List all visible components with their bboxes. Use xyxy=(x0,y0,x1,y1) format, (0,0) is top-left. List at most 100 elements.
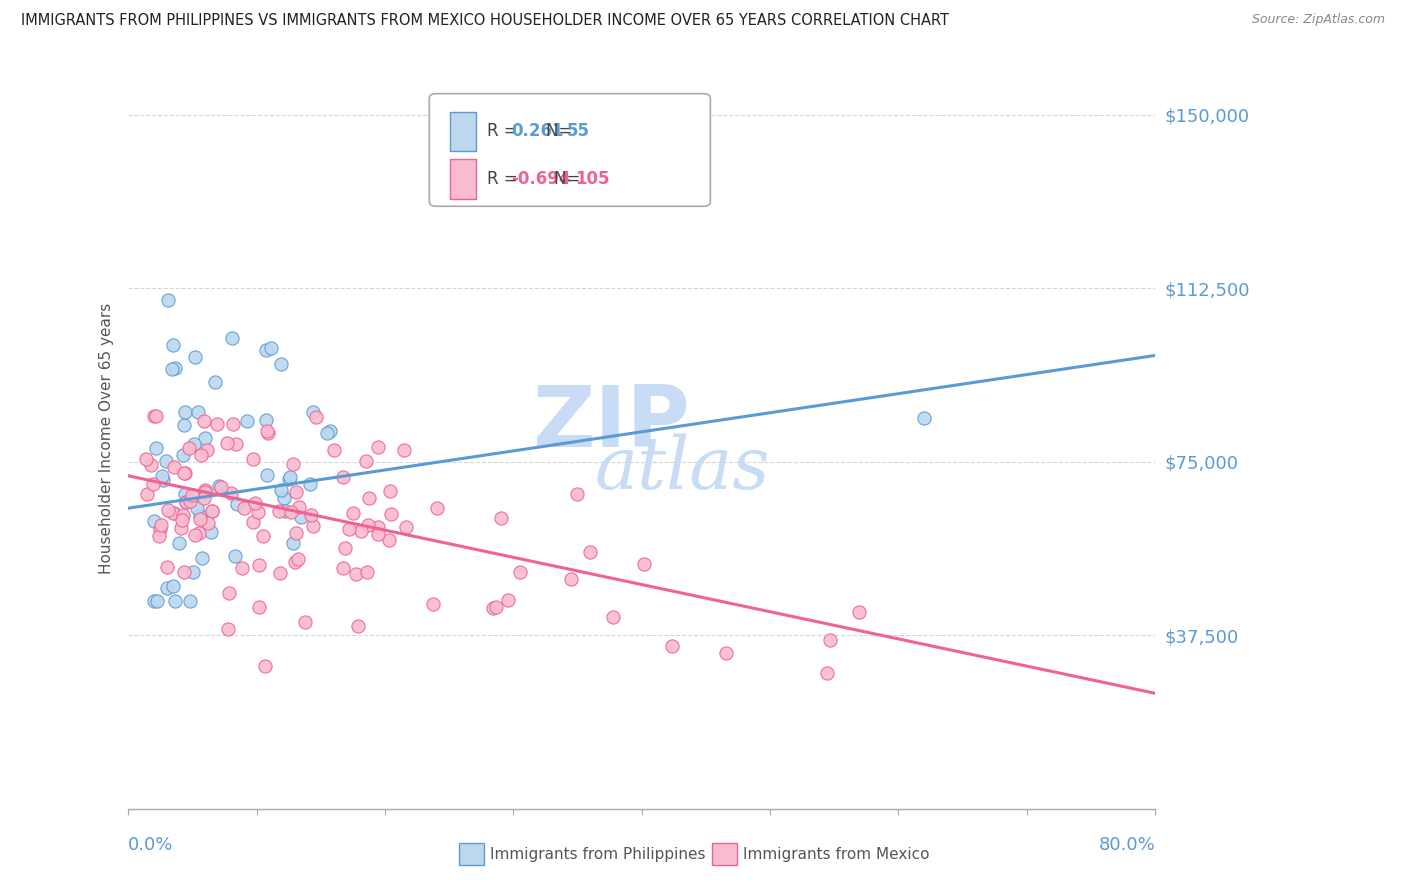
Point xyxy=(337,523,360,537)
Point xyxy=(217,622,239,636)
Point xyxy=(818,633,841,648)
Point xyxy=(356,518,378,533)
Point xyxy=(270,483,292,497)
Text: Source: ZipAtlas.com: Source: ZipAtlas.com xyxy=(1251,13,1385,27)
Point xyxy=(160,362,183,376)
Point xyxy=(281,535,304,549)
Point xyxy=(200,524,222,539)
Point xyxy=(156,559,179,574)
Point xyxy=(162,337,184,351)
Point xyxy=(156,502,179,516)
Point xyxy=(332,561,354,575)
Text: 0.0%: 0.0% xyxy=(128,836,173,854)
Point xyxy=(219,485,242,500)
Point xyxy=(165,360,187,375)
Point xyxy=(254,343,277,357)
Point xyxy=(156,581,179,595)
Point xyxy=(509,565,531,579)
Point xyxy=(188,508,211,523)
Point xyxy=(197,516,219,530)
Point xyxy=(273,491,295,505)
Point xyxy=(163,506,186,520)
Point xyxy=(567,487,589,501)
Point xyxy=(179,593,201,607)
Point xyxy=(912,410,935,425)
Point xyxy=(173,418,195,433)
Point xyxy=(221,417,243,432)
Point xyxy=(485,599,508,614)
Point xyxy=(174,466,197,480)
Point xyxy=(247,600,270,615)
Point xyxy=(489,511,512,525)
Point xyxy=(204,376,226,390)
Point xyxy=(302,405,325,419)
Point xyxy=(848,605,870,619)
Point xyxy=(146,593,169,607)
Point xyxy=(579,544,602,558)
Point xyxy=(280,505,302,519)
Point xyxy=(148,528,170,542)
Point xyxy=(135,452,157,467)
Point xyxy=(252,529,274,543)
Point xyxy=(180,488,202,502)
Point xyxy=(173,565,195,579)
Point xyxy=(278,470,301,484)
Point xyxy=(267,503,290,517)
Point xyxy=(285,526,308,541)
Point xyxy=(141,458,163,472)
Point xyxy=(482,601,505,615)
Point xyxy=(172,513,194,527)
Point xyxy=(225,497,247,511)
Point xyxy=(661,639,683,653)
Text: 80.0%: 80.0% xyxy=(1098,836,1156,854)
Point xyxy=(354,454,377,468)
Point xyxy=(162,579,184,593)
Point xyxy=(135,487,157,501)
Text: ZIP: ZIP xyxy=(531,383,690,466)
Point xyxy=(235,414,257,428)
Point xyxy=(150,517,173,532)
Point xyxy=(316,425,339,440)
Text: 0.261: 0.261 xyxy=(512,122,564,140)
Point xyxy=(205,417,228,431)
Point xyxy=(169,536,191,550)
Point xyxy=(269,566,291,580)
Point xyxy=(243,496,266,510)
Point xyxy=(247,558,270,572)
Point xyxy=(278,472,301,486)
Point xyxy=(422,598,444,612)
Point xyxy=(367,440,389,454)
Point xyxy=(380,508,402,522)
Point xyxy=(347,618,370,632)
Point xyxy=(181,566,204,580)
Point xyxy=(200,504,222,518)
Point xyxy=(815,666,838,681)
Point xyxy=(145,442,167,456)
Point xyxy=(193,491,215,505)
Point xyxy=(201,504,224,518)
Point xyxy=(256,468,278,483)
Point xyxy=(179,442,201,456)
Point xyxy=(344,566,367,581)
Point xyxy=(143,514,166,528)
Point xyxy=(145,409,167,423)
Point xyxy=(163,593,186,607)
Point xyxy=(367,519,389,533)
Point xyxy=(242,516,264,530)
Text: 55: 55 xyxy=(567,122,591,140)
Point xyxy=(155,454,177,468)
Text: -0.694: -0.694 xyxy=(512,170,571,188)
Point xyxy=(193,414,215,428)
Point xyxy=(287,500,309,514)
Point xyxy=(224,549,246,563)
Point xyxy=(149,522,172,536)
Point xyxy=(714,646,737,660)
Point xyxy=(172,448,194,462)
Point xyxy=(173,467,195,481)
Point xyxy=(302,519,325,533)
Point xyxy=(294,615,316,630)
Point xyxy=(560,572,582,586)
Point xyxy=(187,525,209,540)
Point xyxy=(284,555,307,569)
Text: atlas: atlas xyxy=(595,434,770,504)
